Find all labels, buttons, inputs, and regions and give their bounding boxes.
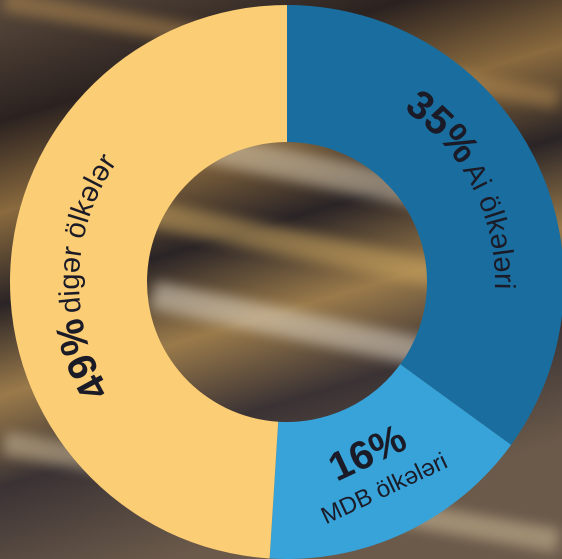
- donut-segment: [10, 5, 287, 559]
- donut-segment: [287, 5, 562, 445]
- donut-segment: [269, 364, 512, 559]
